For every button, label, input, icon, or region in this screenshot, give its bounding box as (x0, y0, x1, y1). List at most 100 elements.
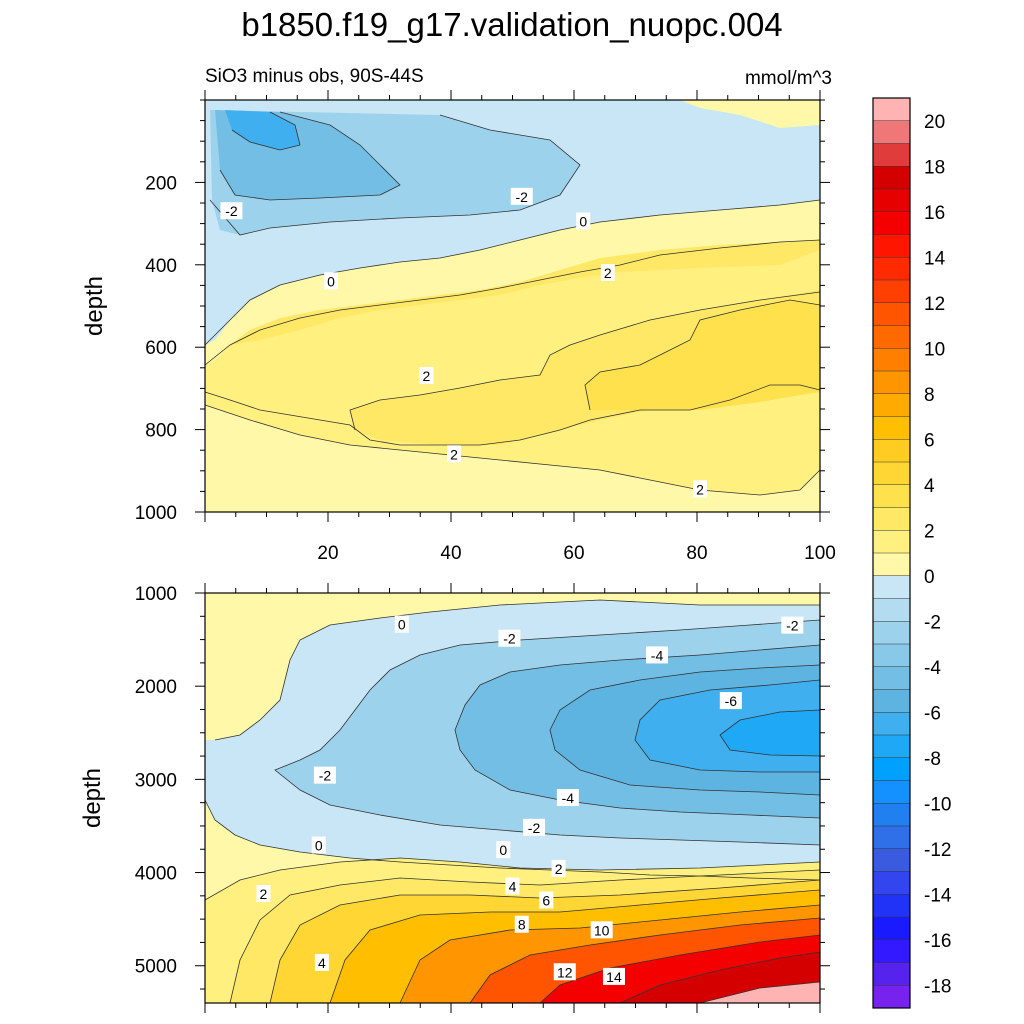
contour-label-box (510, 187, 533, 205)
contour-label-box (781, 616, 804, 634)
contour-label: -4 (556, 789, 579, 806)
contour-label-text: 2 (423, 368, 431, 384)
x-tick-label: 60 (563, 543, 584, 564)
region-neg6 (720, 710, 820, 756)
contour-label-text: 14 (606, 969, 622, 985)
colorbar-tick-label: 14 (924, 248, 946, 269)
colorbar-tick-label: -14 (924, 885, 952, 906)
contour-label-box (600, 264, 615, 282)
colorbar-segment (873, 348, 910, 372)
contour-label-box (498, 629, 521, 647)
region-3 (585, 300, 820, 410)
contour-label-text: 4 (318, 955, 326, 971)
colorbar-segment (873, 985, 910, 1009)
colorbar-segment (873, 917, 910, 941)
colorbar-segment (873, 735, 910, 759)
x-tick-label: 40 (440, 543, 461, 564)
colorbar-tick-label: 20 (924, 112, 945, 133)
top-subtitle-left: SiO3 minus obs, 90S-44S (205, 66, 424, 87)
contour-label: 0 (496, 841, 511, 859)
contour-label-text: 12 (557, 964, 573, 980)
contour-label-text: -6 (725, 693, 738, 709)
contour-label: 2 (693, 480, 708, 498)
contour-label-text: -4 (562, 790, 575, 806)
contour-label: -6 (719, 692, 742, 710)
contour-label: 4 (505, 877, 520, 895)
colorbar-tick-label: 18 (924, 157, 945, 178)
contour-label-box (394, 615, 409, 633)
colorbar-segment (873, 462, 910, 486)
contour-label: 0 (394, 615, 409, 633)
contour-label-text: 0 (327, 273, 335, 289)
colorbar-segment (873, 757, 910, 781)
colorbar-segment (873, 189, 910, 213)
contour-label-box (523, 818, 546, 836)
contour-label-box (220, 202, 243, 220)
colorbar-segment (873, 280, 910, 304)
contour-label-text: -2 (515, 189, 528, 205)
colorbar-segment (873, 143, 910, 167)
colorbar-segment (873, 780, 910, 804)
contour-label-box (719, 692, 742, 710)
contour-label: -2 (313, 766, 336, 784)
contour-label: 4 (314, 953, 329, 971)
contour-label-box (324, 272, 339, 290)
contour-label-box (447, 445, 462, 463)
contour-label: -2 (498, 629, 521, 647)
colorbar-segment (873, 689, 910, 713)
colorbar-segment (873, 211, 910, 235)
colorbar-segment (873, 871, 910, 895)
colorbar-segment (873, 120, 910, 144)
colorbar-segment (873, 439, 910, 463)
bottom-contour-fill (205, 593, 820, 1003)
colorbar-segment (873, 416, 910, 440)
contour-label-text: 2 (450, 446, 458, 462)
contour-label-text: 2 (696, 481, 704, 497)
bottom-y-axis-title: depth (79, 768, 106, 828)
contour-label: 0 (576, 212, 591, 230)
colorbar-segment (873, 894, 910, 918)
colorbar-segment (873, 530, 910, 554)
colorbar-tick-label: 6 (924, 430, 935, 451)
top-contour-fill (205, 100, 820, 512)
colorbar-tick-label: 12 (924, 294, 945, 315)
colorbar-segment (873, 166, 910, 190)
colorbar-tick-label: -16 (924, 931, 951, 952)
contour-label: 2 (256, 884, 271, 902)
contour-label-box (419, 367, 434, 385)
contour-label: 2 (551, 859, 566, 877)
contour-label-text: 10 (594, 922, 610, 938)
contour-label-text: 0 (579, 214, 587, 230)
contour-label-box (646, 646, 669, 664)
colorbar-tick-label: 0 (924, 567, 935, 588)
colorbar-frame (872, 97, 911, 1009)
contour-label-text: 2 (260, 886, 268, 902)
contour-label: -2 (220, 202, 243, 220)
colorbar-tick-label: 16 (924, 203, 945, 224)
colorbar-tick-label: 8 (924, 385, 935, 406)
colorbar-segment (873, 939, 910, 963)
contour-label-text: -2 (319, 768, 332, 784)
contour-label: -2 (781, 616, 804, 634)
colorbar-segment (873, 848, 910, 872)
figure-title: b1850.f19_g17.validation_nuopc.004 (241, 6, 782, 43)
y-tick-label: 3000 (135, 770, 177, 791)
colorbar-segment (873, 803, 910, 827)
colorbar-segment (873, 234, 910, 258)
colorbar-segment (873, 507, 910, 531)
y-tick-label: 600 (145, 338, 177, 359)
top-contour-lines (204, 111, 821, 496)
contour-label-text: -4 (651, 647, 664, 663)
colorbar-segment (873, 666, 910, 690)
contour-label-text: 2 (604, 265, 612, 281)
contour-label-box (553, 963, 576, 981)
contour-label-box (590, 921, 613, 939)
contour-label: 8 (514, 915, 529, 933)
y-tick-label: 1000 (135, 584, 177, 605)
contour-label-text: 2 (555, 861, 563, 877)
region-0-top (205, 593, 820, 740)
contour-label: 6 (539, 891, 554, 909)
colorbar-tick-label: -12 (924, 840, 951, 861)
